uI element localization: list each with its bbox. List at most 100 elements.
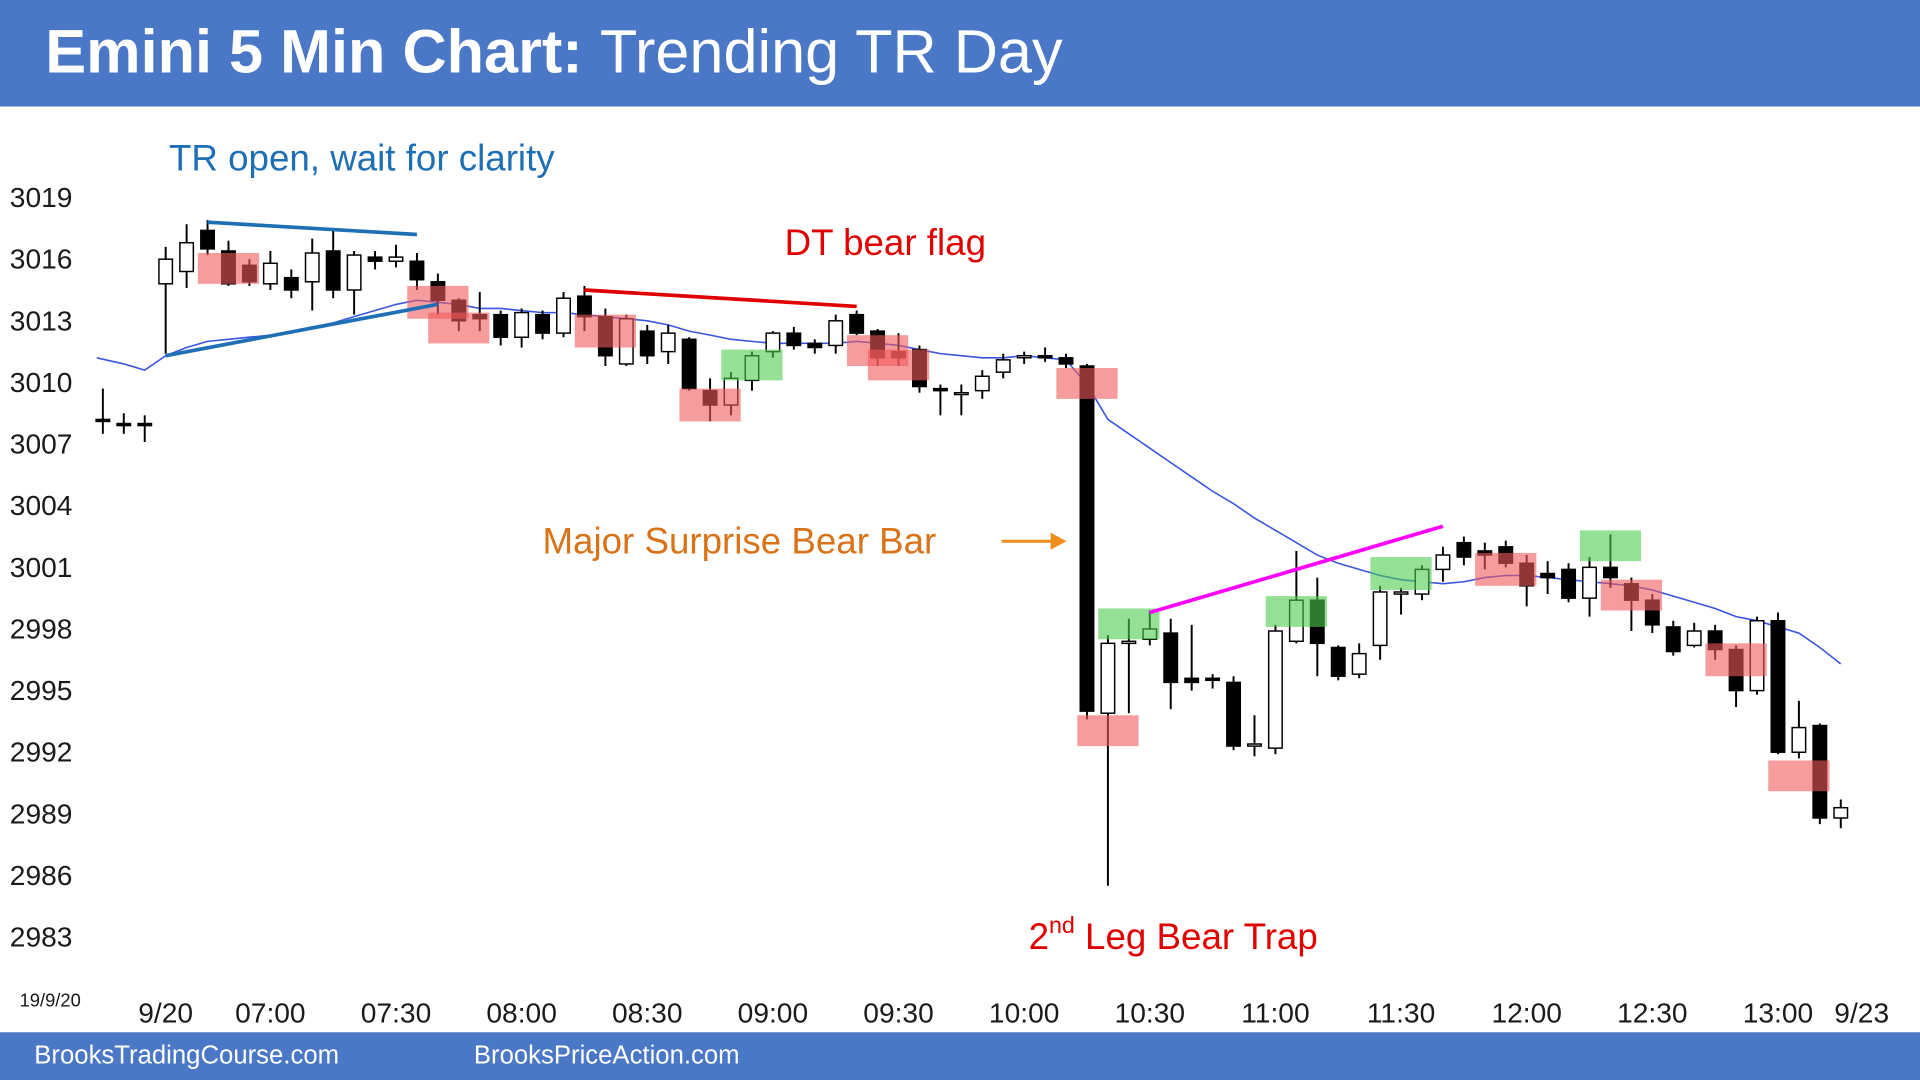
- candle-body: [1100, 642, 1116, 714]
- x-tick-label: 13:00: [1743, 998, 1813, 1029]
- date-label: 19/9/20: [20, 989, 81, 1010]
- candle-body: [367, 256, 383, 262]
- candle-body: [1226, 681, 1242, 747]
- candle-body: [1770, 620, 1786, 753]
- trend-line: [584, 288, 857, 309]
- candle-body: [1351, 652, 1367, 675]
- x-tick-label: 08:30: [612, 998, 682, 1029]
- candle-body: [346, 254, 362, 291]
- header-title: Emini 5 Min Chart: Trending TR Day: [45, 17, 1063, 85]
- candle-body: [95, 418, 111, 423]
- title-rest: Trending TR Day: [600, 17, 1063, 85]
- signal-box: [1265, 596, 1327, 627]
- candle-body: [1079, 365, 1095, 712]
- y-tick-label: 3016: [10, 244, 73, 275]
- x-tick-label: 09:00: [738, 998, 808, 1029]
- signal-box: [1077, 715, 1139, 747]
- trend-line: [207, 220, 418, 237]
- signal-box: [1600, 579, 1662, 611]
- y-tick-label: 2986: [10, 860, 73, 891]
- annotation-part: 2: [1029, 916, 1049, 957]
- candle-body: [179, 242, 195, 273]
- candle-body: [200, 229, 216, 250]
- candle-body: [1163, 632, 1179, 684]
- candle-body: [493, 313, 509, 338]
- signal-box: [428, 312, 490, 344]
- candle-body: [283, 276, 299, 291]
- annotation-part: DT bear flag: [785, 222, 986, 263]
- annotation: Major Surprise Bear Bar: [542, 520, 936, 561]
- candle-body: [932, 387, 948, 392]
- y-tick-label: 3019: [10, 182, 73, 213]
- candle-body: [388, 256, 404, 262]
- candle-body: [409, 260, 425, 281]
- x-tick-label: 09:30: [863, 998, 933, 1029]
- x-tick-label: 07:30: [361, 998, 431, 1029]
- signal-box: [574, 314, 636, 348]
- annotation: TR open, wait for clarity: [169, 137, 555, 178]
- y-tick-label: 3013: [10, 305, 73, 336]
- candle-body: [1184, 677, 1200, 684]
- candle-body: [556, 297, 571, 334]
- signal-box: [679, 388, 741, 422]
- candle-body: [1267, 630, 1283, 749]
- x-tick-label: 10:00: [989, 998, 1059, 1029]
- signal-box: [1370, 557, 1432, 590]
- candle-body: [953, 391, 969, 396]
- footer-right: BrooksPriceAction.com: [474, 1042, 740, 1070]
- annotation-part: Leg Bear Trap: [1075, 916, 1318, 957]
- candle-body: [1833, 806, 1849, 819]
- candle-body: [116, 422, 132, 427]
- annotation-part: Major Surprise Bear Bar: [542, 520, 936, 561]
- y-tick-label: 2989: [10, 798, 73, 829]
- candle-body: [1393, 591, 1409, 595]
- candle-body: [807, 342, 823, 349]
- candle-body: [660, 332, 676, 353]
- candle-body: [325, 250, 341, 291]
- candle-body: [1016, 354, 1032, 359]
- candle-body: [1435, 554, 1451, 571]
- candle-body: [828, 320, 844, 347]
- signal-box: [1579, 530, 1642, 562]
- y-tick-label: 2998: [10, 613, 73, 644]
- x-tick-label: 11:00: [1241, 998, 1309, 1029]
- annotation: DT bear flag: [785, 222, 986, 263]
- signal-box: [1768, 760, 1830, 792]
- y-tick-label: 3004: [10, 490, 73, 521]
- candle-body: [1791, 726, 1807, 753]
- candle-body: [974, 375, 990, 392]
- candle-body: [514, 311, 530, 338]
- candle-body: [1205, 677, 1221, 682]
- candle-body: [1561, 568, 1577, 599]
- y-tick-label: 2995: [10, 675, 73, 706]
- candle-body: [158, 258, 174, 285]
- signal-box: [1475, 552, 1537, 586]
- y-tick-label: 3010: [10, 367, 73, 398]
- x-tick-label: 07:00: [235, 998, 305, 1029]
- x-tick-label: 08:00: [486, 998, 556, 1029]
- candle-body: [576, 295, 592, 318]
- y-tick-label: 2992: [10, 737, 73, 768]
- y-tick-label: 3007: [10, 429, 73, 460]
- x-tick-label: 9/20: [138, 998, 193, 1029]
- signal-box: [721, 349, 783, 381]
- y-tick-label: 3001: [10, 552, 73, 583]
- candle-body: [1456, 541, 1472, 558]
- candle-body: [995, 359, 1011, 373]
- x-tick-label: 10:30: [1115, 998, 1185, 1029]
- annotation-part: nd: [1049, 912, 1075, 938]
- footer-left: BrooksTradingCourse.com: [34, 1042, 339, 1070]
- annotation: 2nd Leg Bear Trap: [1029, 912, 1318, 957]
- header-band: [0, 0, 1920, 107]
- candle-body: [535, 313, 551, 334]
- trend-line: [165, 302, 439, 358]
- candle-body: [1058, 357, 1074, 365]
- candle-body: [1121, 640, 1137, 645]
- candle-body: [849, 313, 865, 334]
- x-tick-label: 12:30: [1617, 998, 1687, 1029]
- x-tick-label: 11:30: [1367, 998, 1435, 1029]
- candle-body: [681, 338, 697, 390]
- candle-body: [1582, 566, 1597, 599]
